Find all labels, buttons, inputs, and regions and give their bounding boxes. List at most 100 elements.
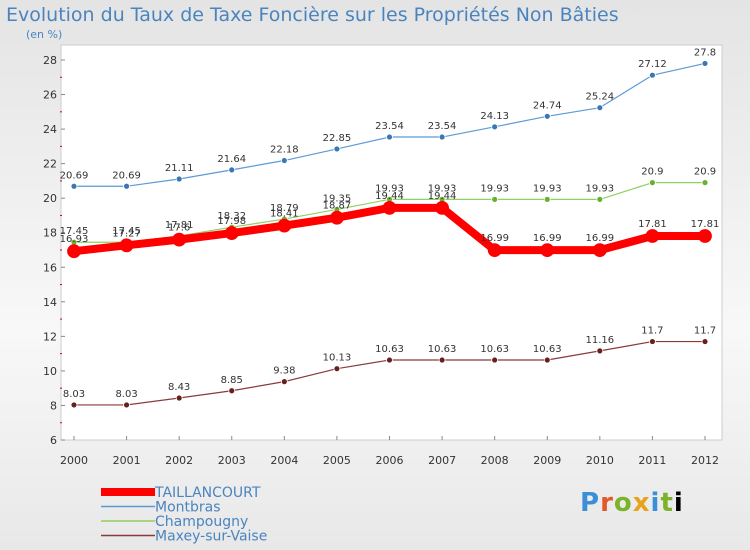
legend-label: TAILLANCOURT bbox=[154, 485, 261, 501]
data-point bbox=[698, 229, 712, 243]
data-label: 21.11 bbox=[165, 163, 194, 174]
data-label: 20.69 bbox=[112, 170, 141, 181]
data-label: 9.38 bbox=[273, 366, 295, 377]
data-label: 8.03 bbox=[63, 389, 85, 400]
data-label: 19.93 bbox=[375, 183, 404, 194]
data-label: 19.44 bbox=[375, 191, 404, 202]
data-label: 19.93 bbox=[428, 183, 457, 194]
data-label: 11.16 bbox=[586, 335, 615, 346]
data-label: 24.74 bbox=[533, 100, 562, 111]
data-label: 16.99 bbox=[480, 233, 509, 244]
data-point bbox=[224, 226, 239, 240]
data-label: 19.44 bbox=[428, 191, 457, 202]
data-label: 11.7 bbox=[641, 326, 663, 337]
data-label: 19.93 bbox=[533, 183, 562, 194]
data-label: 19.93 bbox=[586, 183, 615, 194]
y-tick-label: 20 bbox=[43, 192, 57, 205]
data-point bbox=[172, 232, 187, 247]
y-tick-label: 12 bbox=[43, 330, 57, 343]
data-point bbox=[592, 243, 607, 258]
data-point bbox=[386, 133, 393, 141]
data-label: 23.54 bbox=[428, 121, 457, 132]
data-label: 18.79 bbox=[270, 203, 299, 214]
data-label: 11.7 bbox=[694, 326, 716, 337]
data-label: 18.41 bbox=[270, 209, 299, 220]
data-label: 17.6 bbox=[168, 223, 190, 234]
y-tick-label: 22 bbox=[43, 158, 57, 171]
y-tick-label: 8 bbox=[50, 399, 57, 412]
y-tick-label: 28 bbox=[43, 54, 57, 67]
data-point bbox=[277, 218, 292, 233]
data-label: 24.13 bbox=[480, 111, 509, 122]
data-label: 17.81 bbox=[638, 219, 667, 230]
legend-label: Maxey-sur-Vaise bbox=[155, 529, 267, 545]
data-point bbox=[70, 182, 78, 190]
data-point bbox=[491, 123, 499, 131]
y-tick-label: 24 bbox=[43, 123, 57, 136]
logo-letter: P bbox=[580, 488, 601, 518]
data-label: 10.13 bbox=[323, 353, 352, 364]
legend-label: Montbras bbox=[155, 500, 221, 516]
x-tick-label: 2001 bbox=[113, 454, 141, 467]
logo-letter: o bbox=[613, 488, 633, 518]
data-label: 16.99 bbox=[533, 233, 562, 244]
data-label: 23.54 bbox=[375, 121, 404, 132]
data-point bbox=[543, 195, 551, 203]
data-label: 17.27 bbox=[112, 228, 141, 239]
logo-letter: t bbox=[660, 488, 674, 518]
data-point bbox=[596, 195, 604, 203]
data-label: 17.98 bbox=[217, 216, 246, 227]
x-tick-label: 2000 bbox=[60, 454, 88, 467]
y-tick-label: 6 bbox=[50, 434, 57, 447]
data-label: 22.18 bbox=[270, 145, 299, 156]
logo-letter: x bbox=[632, 488, 651, 518]
y-tick-label: 18 bbox=[43, 227, 57, 240]
unit-label: (en %) bbox=[26, 28, 63, 41]
data-label: 27.12 bbox=[638, 59, 667, 70]
data-point bbox=[487, 243, 502, 258]
data-point bbox=[645, 229, 660, 243]
data-point bbox=[649, 71, 656, 79]
data-label: 17.45 bbox=[60, 226, 89, 237]
data-label: 20.9 bbox=[694, 167, 716, 178]
data-point bbox=[382, 200, 397, 215]
data-point bbox=[435, 200, 449, 215]
data-point bbox=[333, 145, 341, 153]
data-label: 17.45 bbox=[112, 226, 141, 237]
data-point bbox=[67, 244, 81, 259]
data-label: 19.35 bbox=[323, 193, 352, 204]
data-label: 19.93 bbox=[480, 183, 509, 194]
data-label: 16.99 bbox=[586, 233, 615, 244]
proxiti-logo: Proxiti bbox=[580, 488, 684, 518]
logo-letter: i bbox=[650, 488, 661, 518]
x-tick-label: 2002 bbox=[165, 454, 193, 467]
x-tick-label: 2010 bbox=[586, 454, 614, 467]
data-point bbox=[386, 356, 393, 364]
data-label: 10.63 bbox=[428, 344, 457, 355]
data-label: 10.63 bbox=[480, 344, 509, 355]
data-label: 8.03 bbox=[115, 389, 137, 400]
data-point bbox=[70, 401, 78, 409]
data-point bbox=[540, 243, 555, 258]
data-label: 17.81 bbox=[691, 219, 720, 230]
data-label: 25.24 bbox=[586, 92, 615, 103]
data-point bbox=[119, 238, 134, 253]
data-label: 27.8 bbox=[694, 47, 716, 58]
data-point bbox=[333, 365, 341, 373]
data-point bbox=[228, 387, 236, 395]
data-label: 10.63 bbox=[375, 344, 404, 355]
data-point bbox=[543, 112, 551, 120]
data-point bbox=[649, 179, 656, 187]
data-point bbox=[543, 356, 551, 364]
data-point bbox=[596, 104, 604, 112]
y-tick-label: 14 bbox=[43, 296, 57, 309]
data-point bbox=[175, 175, 183, 183]
data-label: 20.9 bbox=[641, 167, 663, 178]
data-point bbox=[228, 166, 236, 174]
data-label: 20.69 bbox=[60, 170, 89, 181]
logo-letter: r bbox=[600, 488, 614, 518]
chart-title: Evolution du Taux de Taxe Foncière sur l… bbox=[6, 4, 619, 26]
data-point bbox=[175, 394, 183, 402]
